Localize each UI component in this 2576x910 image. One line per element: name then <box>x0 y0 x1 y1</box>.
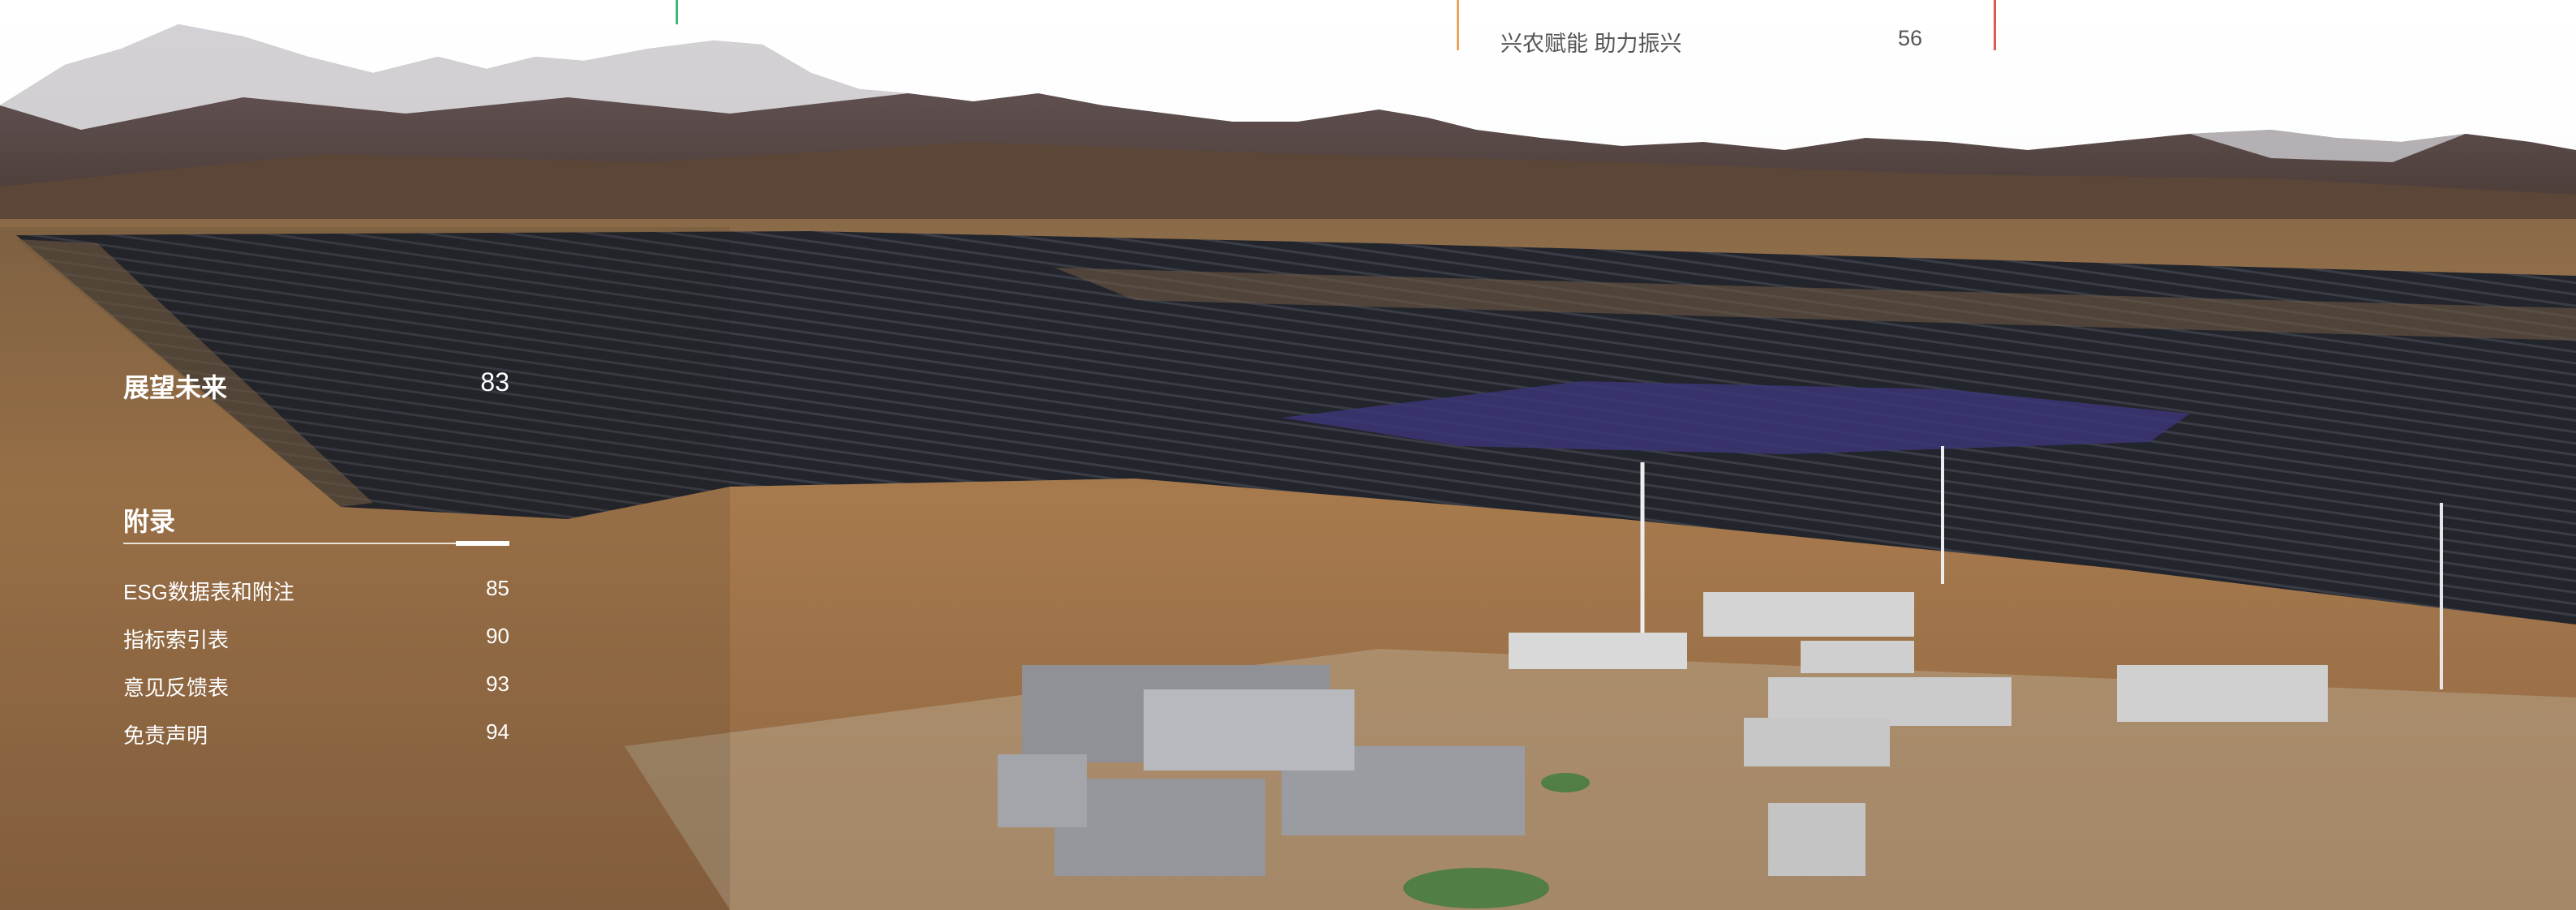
appendix-divider <box>123 543 509 544</box>
toc-item-title: 免责声明 <box>123 723 208 748</box>
toc-item-rural-empowerment[interactable]: 兴农赋能 助力振兴 56 <box>1501 26 1922 58</box>
toc-item-page: 90 <box>486 624 509 648</box>
toc-item-page: 93 <box>486 672 509 696</box>
toc-section-page: 83 <box>480 367 509 397</box>
toc-item-title: 兴农赋能 助力振兴 <box>1501 32 1682 56</box>
toc-item-esg-data[interactable]: ESG数据表和附注 85 <box>123 576 509 608</box>
toc-item-feedback[interactable]: 意见反馈表 93 <box>123 672 509 704</box>
appendix-divider-accent <box>456 541 509 546</box>
toc-item-title: ESG数据表和附注 <box>123 580 294 604</box>
toc-section-title: 展望未来 <box>123 373 228 402</box>
toc-item-page: 56 <box>1897 26 1922 50</box>
header-divider-orange <box>1457 0 1459 50</box>
toc-item-page: 85 <box>486 576 509 600</box>
header-divider-red <box>1994 0 1996 50</box>
toc-item-page: 94 <box>486 719 509 744</box>
toc-section-title: 附录 <box>123 507 176 536</box>
toc-section-appendix[interactable]: 附录 <box>123 501 509 539</box>
toc-item-index[interactable]: 指标索引表 90 <box>123 624 509 656</box>
toc-item-disclaimer[interactable]: 免责声明 94 <box>123 719 509 752</box>
toc-item-title: 意见反馈表 <box>123 676 230 700</box>
toc-item-title: 指标索引表 <box>123 628 230 652</box>
header-divider-green <box>676 0 678 24</box>
toc-section-future[interactable]: 展望未来 83 <box>123 367 509 405</box>
